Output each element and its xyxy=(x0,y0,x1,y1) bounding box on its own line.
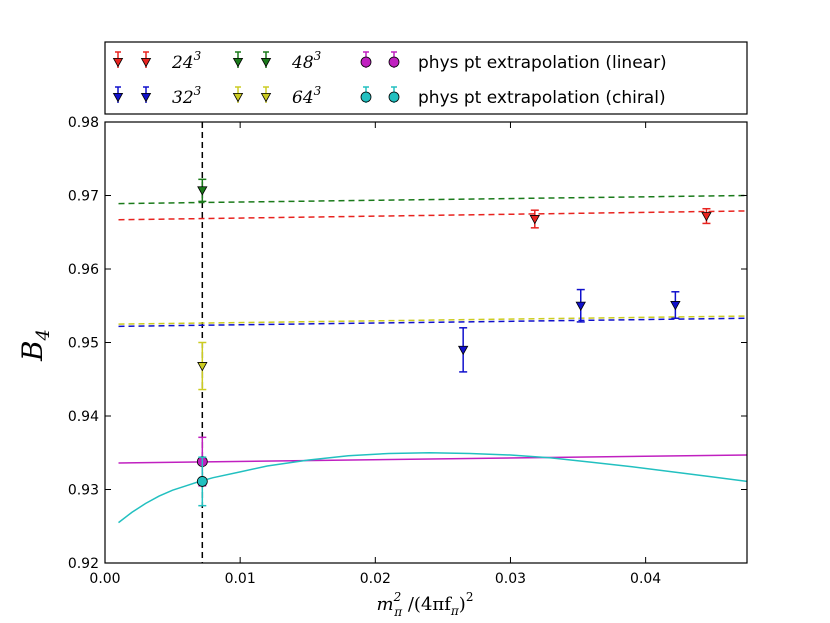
legend-entry-4: phys pt extrapolation (linear) xyxy=(360,51,667,73)
marker-circle xyxy=(196,476,208,487)
legend-marker-triangle xyxy=(112,58,124,68)
legend-entry-3: 643 xyxy=(232,84,322,108)
y-tick-label: 0.95 xyxy=(68,336,99,352)
data-point-series-2-0 xyxy=(197,178,208,203)
legend-box xyxy=(104,41,748,115)
legend-marker-circle xyxy=(388,91,400,103)
y-tick-label: 0.97 xyxy=(68,189,99,205)
legend-entry-5: phys pt extrapolation (chiral) xyxy=(360,86,666,108)
fit-line-series-1 xyxy=(118,317,747,328)
legend-marker-triangle xyxy=(232,58,244,68)
legend-marker-circle xyxy=(388,56,400,68)
legend-marker-triangle xyxy=(112,93,124,103)
data-point-series-0-1 xyxy=(701,207,712,225)
fit-line-series-5 xyxy=(118,451,747,524)
marker-triangle xyxy=(197,362,208,372)
marker-triangle xyxy=(457,345,469,356)
data-point-series-0-0 xyxy=(529,209,540,229)
legend-label-exponent: 3 xyxy=(194,84,202,98)
marker-triangle xyxy=(529,215,540,225)
y-tick-label: 0.98 xyxy=(68,115,99,131)
marker-triangle xyxy=(575,301,586,312)
x-tick-label: 0.00 xyxy=(89,571,120,587)
legend-label: phys pt extrapolation (linear) xyxy=(418,53,667,73)
legend-marker-triangle xyxy=(140,58,152,68)
legend-marker-triangle xyxy=(232,93,244,103)
plot-area xyxy=(118,122,747,563)
marker-triangle xyxy=(670,301,681,311)
legend-marker-triangle xyxy=(260,58,272,68)
data-point-series-3-0 xyxy=(197,341,208,391)
legend-marker-circle xyxy=(360,56,372,68)
y-tick-label: 0.96 xyxy=(68,262,99,278)
x-tick-label: 0.02 xyxy=(360,571,391,587)
legend-label: phys pt extrapolation (chiral) xyxy=(418,88,666,108)
svg-text:m2π /(4πfπ)2: m2 π /(4πfπ)2 xyxy=(377,590,474,619)
legend-marker-circle xyxy=(360,91,372,103)
fit-line-series-2 xyxy=(118,194,747,205)
y-tick-label: 0.93 xyxy=(68,483,99,499)
legend-entry-0: 243 xyxy=(112,49,202,73)
fit-line-series-4 xyxy=(118,454,747,464)
legend-label-exponent: 3 xyxy=(314,84,322,98)
legend-label-exponent: 3 xyxy=(194,49,202,63)
fit-line-series-0 xyxy=(118,210,747,221)
data-point-series-1-2 xyxy=(670,291,681,319)
legend-label-exponent: 3 xyxy=(314,49,322,63)
x-tick-label: 0.01 xyxy=(225,571,256,587)
data-point-series-1-0 xyxy=(457,327,469,373)
x-tick-label: 0.03 xyxy=(495,571,526,587)
y-tick-label: 0.92 xyxy=(68,556,99,572)
marker-triangle xyxy=(701,212,712,222)
axes: 0.00 0.01 0.02 0.03 0.04 0.92 0.93 0.94 0.95 0.96… xyxy=(68,115,748,587)
fit-line-series-3 xyxy=(118,315,747,325)
legend-marker-triangle xyxy=(260,93,272,103)
x-tick-label: 0.04 xyxy=(630,571,661,587)
data-point-series-1-1 xyxy=(575,288,586,323)
marker-triangle xyxy=(197,186,208,196)
legend-marker-triangle xyxy=(140,93,152,103)
y-axis-label: B4 xyxy=(16,329,54,362)
data-point-series-5-0 xyxy=(196,456,208,507)
x-axis-label: m2 π /(4πfπ)2 xyxy=(377,590,474,619)
y-tick-label: 0.94 xyxy=(68,409,99,425)
